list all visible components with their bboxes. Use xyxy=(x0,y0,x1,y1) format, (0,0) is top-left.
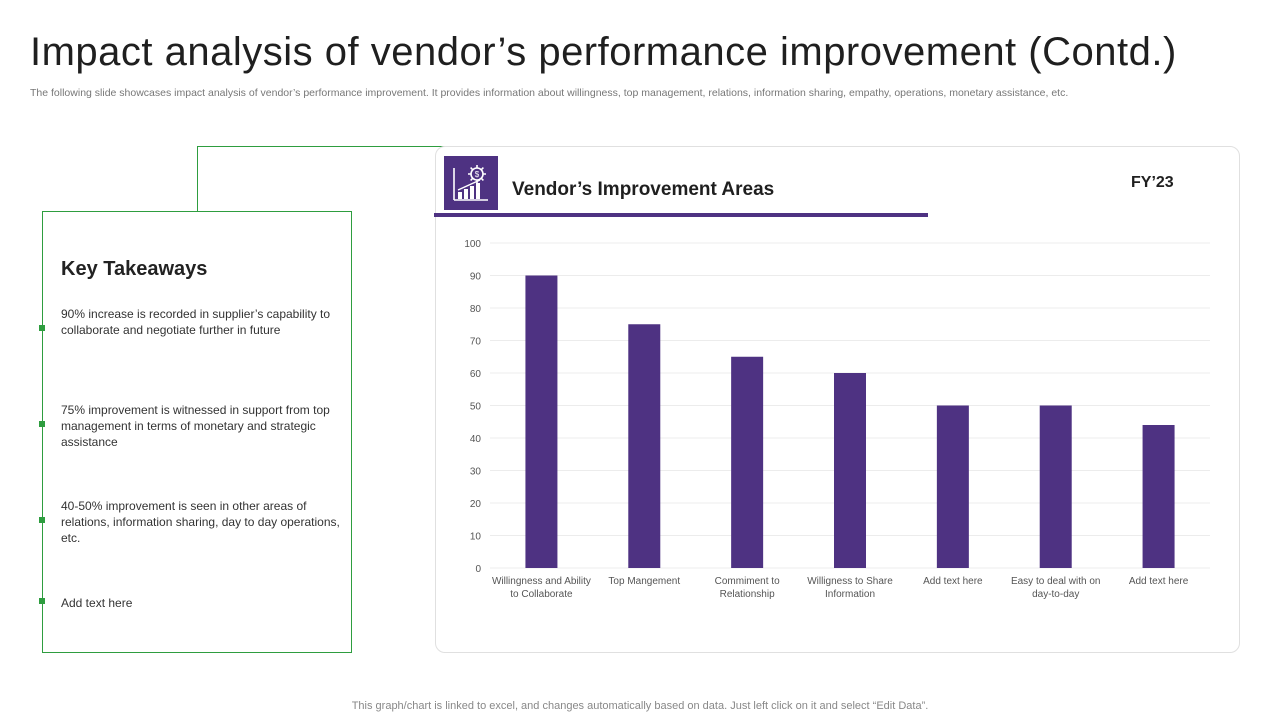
bar xyxy=(936,405,969,568)
bar xyxy=(834,373,866,568)
bullet-icon xyxy=(39,325,45,331)
key-takeaways-heading: Key Takeaways xyxy=(61,258,208,280)
bullet-icon xyxy=(39,421,45,427)
takeaway-text: 75% improvement is witnessed in support … xyxy=(61,403,330,449)
y-tick-label: 90 xyxy=(470,272,482,283)
bar xyxy=(1142,425,1175,568)
page-subtitle: The following slide showcases impact ana… xyxy=(30,87,1069,99)
takeaway-text: 40-50% improvement is seen in other area… xyxy=(61,499,340,545)
x-tick-label: Information xyxy=(825,589,875,600)
takeaway-text: Add text here xyxy=(61,596,133,610)
x-tick-label: day-to-day xyxy=(1032,589,1079,600)
y-tick-label: 50 xyxy=(470,402,482,413)
takeaway-item: 75% improvement is witnessed in support … xyxy=(61,402,341,450)
y-tick-label: 30 xyxy=(470,467,482,478)
bar xyxy=(731,356,764,568)
takeaway-item: Add text here xyxy=(61,595,341,611)
chart-title-underline xyxy=(434,213,928,217)
page-title: Impact analysis of vendor’s performance … xyxy=(30,30,1177,74)
chart-money-gear-icon: $ xyxy=(444,156,498,210)
x-tick-label: Willingness and Ability xyxy=(492,576,591,587)
y-tick-label: 10 xyxy=(470,532,482,543)
y-tick-label: 20 xyxy=(470,499,482,510)
y-tick-label: 60 xyxy=(470,369,482,380)
key-takeaways-card: Key Takeaways 90% increase is recorded i… xyxy=(39,211,352,653)
x-tick-label: Top Mangement xyxy=(608,576,680,587)
x-tick-label: Easy to deal with on xyxy=(1011,576,1101,587)
y-tick-label: 70 xyxy=(470,337,482,348)
chart-title: Vendor’s Improvement Areas xyxy=(512,179,775,200)
bar xyxy=(525,275,558,568)
y-tick-label: 100 xyxy=(464,239,481,250)
x-tick-label: to Collaborate xyxy=(510,589,573,600)
bar xyxy=(628,324,661,568)
bar xyxy=(1039,405,1072,568)
y-tick-label: 0 xyxy=(475,564,481,575)
footer-note: This graph/chart is linked to excel, and… xyxy=(351,700,929,712)
bullet-icon xyxy=(39,517,45,523)
fiscal-year-label: FY’23 xyxy=(1131,174,1174,191)
x-tick-label: Willigness to Share xyxy=(807,576,893,587)
x-tick-label: Relationship xyxy=(720,589,775,600)
y-tick-label: 40 xyxy=(470,434,482,445)
bullet-icon xyxy=(39,598,45,604)
decorative-outline xyxy=(197,146,445,212)
x-tick-label: Add text here xyxy=(1129,576,1189,587)
x-tick-label: Commiment to xyxy=(715,576,780,587)
takeaway-item: 90% increase is recorded in supplier’s c… xyxy=(61,306,341,338)
x-tick-label: Add text here xyxy=(923,576,983,587)
y-tick-label: 80 xyxy=(470,304,482,315)
svg-text:$: $ xyxy=(475,170,480,179)
takeaway-text: 90% increase is recorded in supplier’s c… xyxy=(61,307,331,337)
takeaway-item: 40-50% improvement is seen in other area… xyxy=(61,498,341,546)
